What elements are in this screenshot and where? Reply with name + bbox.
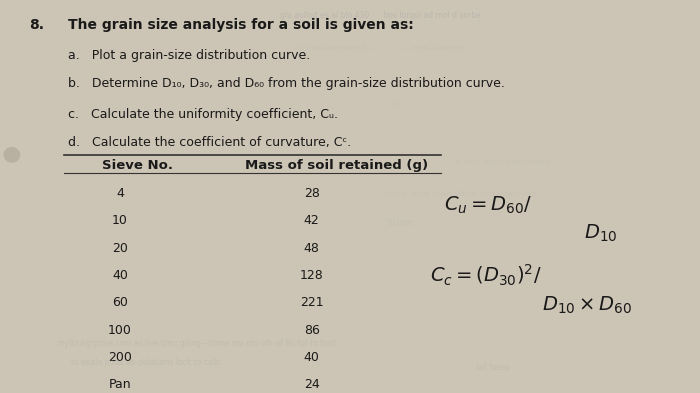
Text: d  fno4 3nsed anold alted4: d fno4 3nsed anold alted4 (454, 159, 549, 165)
Text: b.   Determine D₁₀, D₃₀, and D₆₀ from the grain-size distribution curve.: b. Determine D₁₀, D₃₀, and D₆₀ from the … (68, 77, 505, 90)
Text: myltinkgrpoue.com as live smu going—some mu oto ofo of Bo tof to forlt: myltinkgrpoue.com as live smu going—some… (57, 339, 337, 348)
Text: of buf, 3rsed anold oflted4 ofro anoldh-lbte: of buf, 3rsed anold oflted4 ofro anoldh-… (385, 191, 536, 197)
Text: $D_{10} \times D_{60}$: $D_{10} \times D_{60}$ (542, 295, 632, 316)
Text: 48: 48 (304, 242, 320, 255)
Text: 60: 60 (112, 296, 128, 309)
Text: 42: 42 (304, 215, 319, 228)
Text: c.   Calculate the uniformity coefficient, Cᵤ.: c. Calculate the uniformity coefficient,… (68, 108, 337, 121)
Text: Mass of soil retained (g): Mass of soil retained (g) (246, 159, 428, 172)
Text: sol fosep: sol fosep (475, 364, 510, 373)
Text: 86: 86 (304, 323, 320, 336)
Text: Yalee: Yalee (385, 218, 414, 228)
Text: $D_{10}$: $D_{10}$ (584, 223, 617, 244)
Text: 8.: 8. (29, 18, 44, 33)
Text: $C_u = D_{60}/$: $C_u = D_{60}/$ (444, 195, 533, 216)
Text: 28: 28 (304, 187, 320, 200)
Text: d.   Calculate the coefficient of curvature, Cᶜ.: d. Calculate the coefficient of curvatur… (68, 136, 351, 149)
Text: RC: RC (294, 102, 400, 108)
Text: 4: 4 (116, 187, 124, 200)
Text: 221: 221 (300, 296, 323, 309)
Text: Sieve No.: Sieve No. (102, 159, 174, 172)
Text: 40: 40 (112, 269, 128, 282)
Text: Pan: Pan (108, 378, 131, 391)
Ellipse shape (4, 148, 20, 162)
Text: a.   Plot a grain-size distribution curve.: a. Plot a grain-size distribution curve. (68, 49, 310, 62)
Text: glu aollod es al blo 430      bos lorqoi ad mol d sorbe: glu aollod es al blo 430 bos lorqoi ad m… (280, 11, 481, 20)
Text: 24: 24 (304, 378, 319, 391)
Text: 40: 40 (304, 351, 320, 364)
Text: 200: 200 (108, 351, 132, 364)
Text: 100: 100 (108, 323, 132, 336)
Text: 128: 128 (300, 269, 323, 282)
Text: The grain size analysis for a soil is given as:: The grain size analysis for a soil is gi… (68, 18, 414, 33)
Text: $C_c = (D_{30})^2/$: $C_c = (D_{30})^2/$ (430, 263, 542, 288)
Text: 20: 20 (112, 242, 128, 255)
Text: 10: 10 (112, 215, 128, 228)
Text: to enale pous ub-oblations lock to calb:: to enale pous ub-oblations lock to calb: (71, 358, 223, 367)
Text: (b) tnustner emote b——          2 ,embl to raelnol: (b) tnustner emote b—— 2 ,embl to raelno… (294, 45, 466, 51)
